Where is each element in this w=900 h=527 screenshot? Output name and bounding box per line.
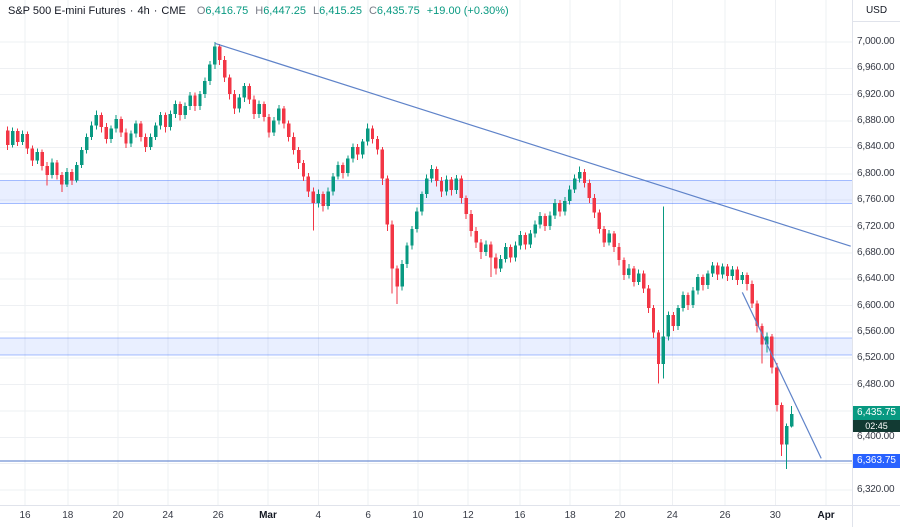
change-value: +19.00 (+0.30%) [426, 5, 509, 17]
legend-separator: · [153, 5, 158, 17]
time-tick-label: 26 [719, 510, 731, 521]
ohlc-values: O6,416.75 H6,447.25 L6,415.25 C6,435.75 +19.… [190, 5, 509, 17]
chart-legend: S&P 500 E-mini Futures · 4h · CME O6,416.75 H6… [8, 5, 509, 17]
price-tick-label: 6,760.00 [857, 194, 895, 206]
candles-layer [6, 42, 794, 469]
trendline-2[interactable] [741, 292, 822, 459]
price-tick-label: 6,720.00 [857, 220, 895, 232]
time-tick-label: 4 [315, 510, 322, 521]
close-value: 6,435.75 [376, 5, 420, 17]
time-tick-label: 20 [112, 510, 124, 521]
bar-countdown: 02:45 [853, 419, 900, 432]
price-tick-label: 6,680.00 [857, 246, 895, 258]
low-value: 6,415.25 [319, 5, 362, 17]
time-tick-label: 24 [162, 510, 174, 521]
grid-layer [0, 0, 852, 505]
low-label: L [313, 5, 320, 17]
time-tick-label: 6 [365, 510, 371, 521]
time-tick-label: 26 [212, 510, 224, 521]
trendline-1[interactable] [214, 42, 851, 247]
time-tick-label: 12 [462, 510, 474, 521]
axis-vertical-separator [852, 0, 853, 527]
high-value: 6,447.25 [263, 5, 307, 17]
time-tick-label: 30 [769, 510, 781, 521]
time-tick-label: Apr [817, 510, 835, 521]
time-tick-label: 18 [62, 510, 74, 521]
price-tick-label: 6,800.00 [857, 167, 895, 179]
axis-horizontal-separator [0, 505, 900, 506]
high-label: H [255, 5, 264, 17]
price-tick-label: 6,880.00 [857, 115, 895, 127]
close-label: C [368, 5, 377, 17]
price-tick-label: 6,400.00 [857, 431, 895, 443]
open-value: 6,416.75 [205, 5, 249, 17]
interval-label[interactable]: 4h [137, 5, 150, 17]
price-pane[interactable] [0, 0, 852, 505]
price-tick-label: 6,920.00 [857, 88, 895, 100]
time-tick-label: 24 [666, 510, 678, 521]
time-tick-label: 10 [412, 510, 424, 521]
time-tick-label: 16 [19, 510, 31, 521]
price-tick-label: 6,600.00 [857, 299, 895, 311]
price-axis[interactable]: 6,435.75 02:45 6,363.75 7,000.00 6,960.00… [853, 0, 900, 505]
time-tick-label: 16 [514, 510, 526, 521]
price-tick-label: 6,560.00 [857, 325, 895, 337]
open-label: O [196, 5, 206, 17]
last-price-value: 6,435.75 [853, 405, 900, 420]
price-tick-label: 6,840.00 [857, 141, 895, 153]
level-price-badge: 6,363.75 [853, 454, 900, 469]
legend-separator: · [129, 5, 134, 17]
price-tick-label: 6,520.00 [857, 352, 895, 364]
time-axis[interactable]: 16 18 20 24 26 Mar 4 6 10 12 16 18 20 24 26 30 Apr [0, 506, 852, 527]
price-tick-label: 6,320.00 [857, 484, 895, 495]
last-price-badge: 6,435.75 02:45 [853, 405, 900, 432]
price-tick-label: 6,960.00 [857, 62, 895, 74]
level-price-value: 6,363.75 [853, 454, 900, 469]
price-tick-label: 6,640.00 [857, 273, 895, 285]
symbol-title[interactable]: S&P 500 E-mini Futures [8, 5, 126, 17]
exchange-label: CME [161, 5, 186, 17]
price-tick-label: 6,480.00 [857, 378, 895, 390]
currency-button[interactable]: USD [853, 0, 900, 22]
time-tick-label: Mar [259, 510, 277, 521]
time-tick-label: 18 [564, 510, 576, 521]
time-tick-label: 20 [614, 510, 626, 521]
price-tick-label: 7,000.00 [857, 36, 895, 47]
